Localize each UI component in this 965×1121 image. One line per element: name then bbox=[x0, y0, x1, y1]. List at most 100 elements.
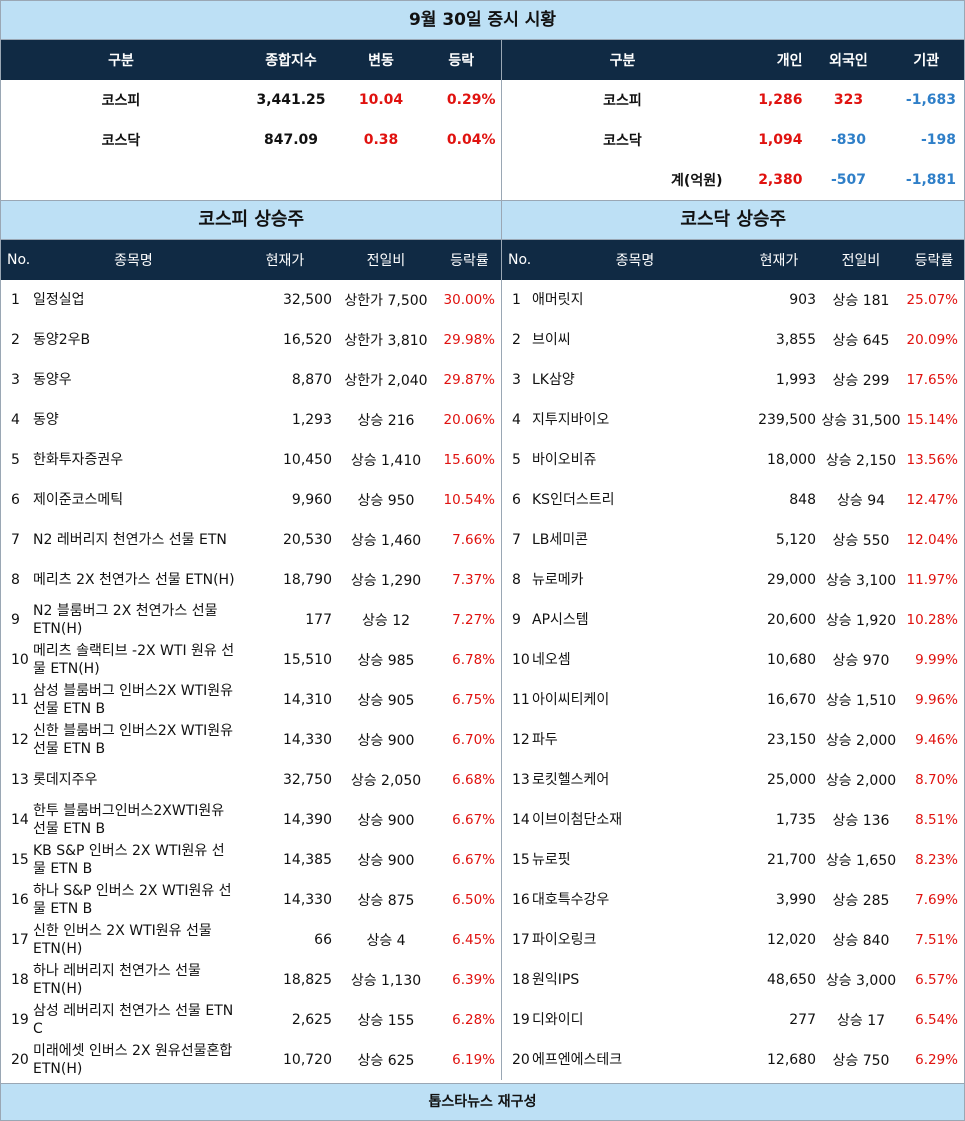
change-rate: 7.51% bbox=[915, 932, 958, 948]
header-rate: 등락률 bbox=[450, 253, 489, 269]
change-rate: 10.28% bbox=[906, 612, 958, 628]
price-change: 상한가 3,810 bbox=[344, 333, 428, 349]
header-category: 구분 bbox=[609, 53, 636, 69]
price-change: 상승 3,100 bbox=[825, 573, 897, 589]
table-row: 4 동양 1,293 상승 216 20.06% bbox=[1, 400, 501, 440]
institution-value: -1,881 bbox=[905, 172, 956, 188]
kosdaq-rows: 1 애머릿지 903 상승 181 25.07% 2 브이씨 3,855 상승 645 20.09… bbox=[502, 280, 964, 1080]
price-change: 상한가 7,500 bbox=[344, 293, 428, 309]
stock-name: 하나 레버리지 천연가스 선물 ETN(H) bbox=[33, 963, 201, 997]
price-change: 상승 840 bbox=[832, 933, 890, 949]
stock-name: 롯데지주우 bbox=[33, 772, 98, 788]
price-change: 상승 900 bbox=[357, 813, 415, 829]
kosdaq-gainers: No. 종목명 현재가 전일비 등락률 1 애머릿지 903 상승 181 25.07%… bbox=[502, 240, 964, 1080]
table-row: 9 N2 블룸버그 2X 천연가스 선물 ETN(H) 177 상승 12 7.27% bbox=[1, 600, 501, 640]
market-name: 코스피 bbox=[603, 93, 642, 109]
row-number: 5 bbox=[512, 452, 521, 468]
row-number: 8 bbox=[512, 572, 521, 588]
current-price: 23,150 bbox=[767, 732, 816, 748]
change-rate: 17.65% bbox=[906, 372, 958, 388]
price-change: 상승 1,130 bbox=[350, 973, 422, 989]
table-row: 3 동양우 8,870 상한가 2,040 29.87% bbox=[1, 360, 501, 400]
current-price: 8,870 bbox=[291, 372, 332, 388]
current-price: 20,600 bbox=[767, 612, 816, 628]
price-change: 상승 875 bbox=[357, 893, 415, 909]
investor-row-total: 계(억원) 2,380 -507 -1,881 bbox=[502, 160, 964, 200]
table-row: 13 로킷헬스케어 25,000 상승 2,000 8.70% bbox=[502, 760, 964, 800]
change-rate: 15.14% bbox=[906, 412, 958, 428]
price-change: 상승 550 bbox=[832, 533, 890, 549]
header-stock-name: 종목명 bbox=[615, 253, 655, 269]
market-name: 코스닥 bbox=[101, 133, 141, 149]
stock-name: AP시스템 bbox=[532, 612, 589, 628]
table-row: 17 파이오링크 12,020 상승 840 7.51% bbox=[502, 920, 964, 960]
current-price: 18,000 bbox=[767, 452, 816, 468]
index-row-kospi: 코스피 3,441.25 10.04 0.29% bbox=[1, 80, 501, 120]
stock-name: N2 레버리지 천연가스 선물 ETN bbox=[33, 532, 227, 548]
row-number: 4 bbox=[512, 412, 521, 428]
investor-summary: 구분 개인 외국인 기관 코스피 1,286 323 -1,683 코스닥 1,… bbox=[502, 40, 964, 200]
stock-name: 동양2우B bbox=[33, 332, 91, 348]
change-rate: 9.46% bbox=[915, 732, 958, 748]
price-change: 상승 950 bbox=[357, 493, 415, 509]
price-change: 상승 12 bbox=[361, 613, 411, 629]
individual-value: 1,094 bbox=[758, 132, 803, 148]
current-price: 848 bbox=[789, 492, 816, 508]
stock-name: 에프엔에스테크 bbox=[532, 1052, 623, 1068]
header-change: 변동 bbox=[368, 53, 394, 69]
header-rate: 등락 bbox=[448, 53, 475, 69]
price-change: 상승 94 bbox=[836, 493, 886, 509]
stock-name: 뉴로메카 bbox=[532, 572, 584, 588]
table-row: 20 미래에셋 인버스 2X 원유선물혼합 ETN(H) 10,720 상승 625 6… bbox=[1, 1040, 501, 1080]
stock-name: 제이준코스메틱 bbox=[33, 492, 124, 508]
table-row: 15 뉴로핏 21,700 상승 1,650 8.23% bbox=[502, 840, 964, 880]
index-value: 3,441.25 bbox=[256, 92, 326, 108]
price-change: 상승 1,920 bbox=[825, 613, 897, 629]
row-number: 3 bbox=[11, 372, 20, 388]
row-number: 10 bbox=[512, 652, 530, 668]
current-price: 9,960 bbox=[291, 492, 332, 508]
row-number: 7 bbox=[11, 532, 20, 548]
kosdaq-section-title: 코스닥 상승주 bbox=[502, 201, 964, 239]
price-change: 상승 985 bbox=[357, 653, 415, 669]
table-row: 20 에프엔에스테크 12,680 상승 750 6.29% bbox=[502, 1040, 964, 1080]
change-rate: 13.56% bbox=[906, 452, 958, 468]
price-change: 상한가 2,040 bbox=[344, 373, 428, 389]
row-number: 9 bbox=[11, 612, 20, 628]
table-row: 14 이브이첨단소재 1,735 상승 136 8.51% bbox=[502, 800, 964, 840]
gainers-lists: No. 종목명 현재가 전일비 등락률 1 일정실업 32,500 상한가 7,500… bbox=[1, 240, 964, 1080]
table-row: 2 브이씨 3,855 상승 645 20.09% bbox=[502, 320, 964, 360]
row-number: 2 bbox=[11, 332, 20, 348]
current-price: 18,825 bbox=[283, 972, 332, 988]
change-rate: 15.60% bbox=[443, 452, 495, 468]
row-number: 11 bbox=[11, 692, 29, 708]
current-price: 20,530 bbox=[283, 532, 332, 548]
price-change: 상승 17 bbox=[836, 1013, 886, 1029]
current-price: 12,680 bbox=[767, 1052, 816, 1068]
current-price: 10,680 bbox=[767, 652, 816, 668]
price-change: 상승 645 bbox=[832, 333, 890, 349]
stock-name: 파이오링크 bbox=[532, 932, 597, 948]
header-stock-name: 종목명 bbox=[114, 253, 153, 269]
price-change: 상승 1,460 bbox=[350, 533, 422, 549]
table-row: 8 뉴로메카 29,000 상승 3,100 11.97% bbox=[502, 560, 964, 600]
price-change: 상승 3,000 bbox=[825, 973, 897, 989]
row-number: 17 bbox=[11, 932, 29, 948]
stock-name: 미래에셋 인버스 2X 원유선물혼합 ETN(H) bbox=[33, 1043, 233, 1077]
stock-name: 메리츠 솔랙티브 -2X WTI 원유 선물 ETN(H) bbox=[33, 643, 235, 677]
change-rate: 6.19% bbox=[452, 1052, 495, 1068]
row-number: 13 bbox=[512, 772, 530, 788]
stock-name: 아이씨티케이 bbox=[532, 692, 610, 708]
row-number: 11 bbox=[512, 692, 530, 708]
table-row: 19 삼성 레버리지 천연가스 선물 ETN C 2,625 상승 155 6.28% bbox=[1, 1000, 501, 1040]
stock-name: 브이씨 bbox=[532, 332, 571, 348]
current-price: 16,520 bbox=[283, 332, 332, 348]
change-rate: 20.06% bbox=[443, 412, 495, 428]
table-row: 11 아이씨티케이 16,670 상승 1,510 9.96% bbox=[502, 680, 964, 720]
price-change: 상승 31,500 bbox=[821, 413, 901, 429]
stock-name: 한투 블룸버그인버스2XWTI원유선물 ETN B bbox=[33, 803, 225, 837]
change-rate: 8.23% bbox=[915, 852, 958, 868]
stock-name: 디와이디 bbox=[532, 1012, 584, 1028]
price-change: 상승 181 bbox=[832, 293, 890, 309]
foreign-value: -830 bbox=[830, 132, 866, 148]
